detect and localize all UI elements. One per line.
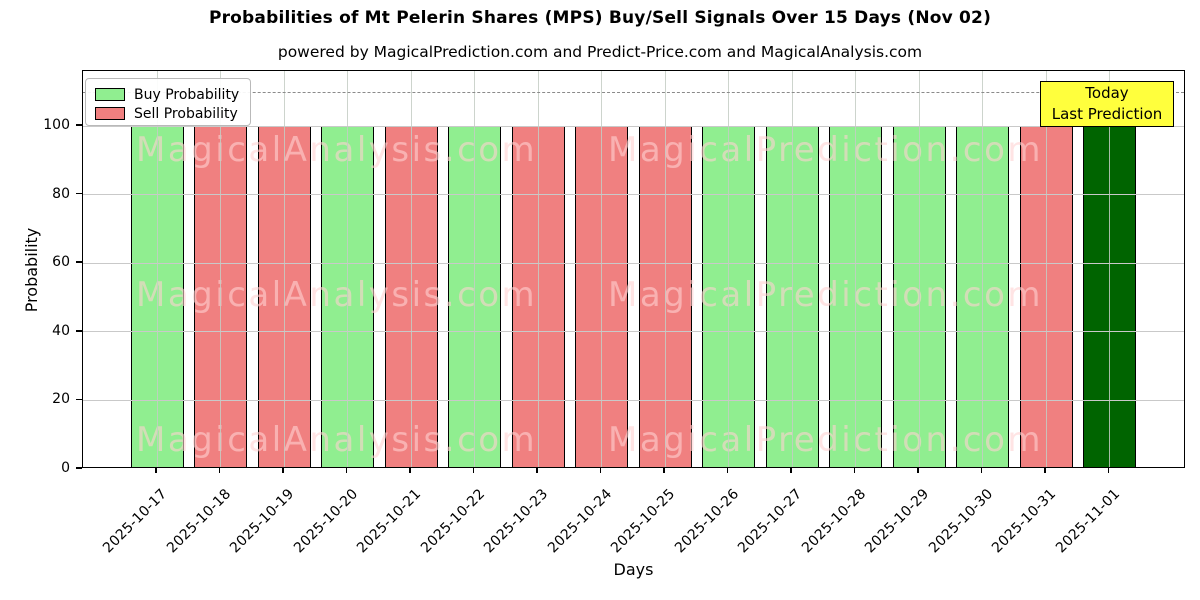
legend-label-buy: Buy Probability bbox=[134, 86, 240, 103]
v-gridline bbox=[474, 71, 475, 467]
x-tick bbox=[536, 468, 538, 473]
chart-subtitle: powered by MagicalPrediction.com and Pre… bbox=[277, 43, 923, 61]
v-gridline bbox=[918, 71, 920, 467]
h-gridline bbox=[83, 262, 1184, 264]
plot-area: MagicalAnalysis.com MagicalPrediction.com… bbox=[82, 70, 1185, 468]
x-tick bbox=[980, 468, 983, 473]
legend-entry-buy: Buy Probability bbox=[95, 85, 242, 104]
y-tick bbox=[76, 330, 82, 332]
h-gridline bbox=[83, 399, 1184, 401]
v-gridline bbox=[1045, 71, 1047, 467]
watermark-prediction: MagicalPrediction.com bbox=[608, 130, 1043, 170]
y-tick bbox=[76, 124, 82, 126]
x-tick bbox=[917, 468, 919, 473]
watermark-prediction: MagicalPrediction.com bbox=[608, 420, 1043, 460]
y-tick-label: 100 bbox=[43, 117, 70, 133]
v-gridline bbox=[220, 71, 221, 467]
v-gridline bbox=[982, 71, 983, 467]
v-gridline bbox=[537, 71, 539, 467]
h-gridline bbox=[83, 125, 1184, 127]
y-tick-label: 20 bbox=[52, 391, 70, 408]
x-tick bbox=[345, 468, 348, 473]
watermark-analysis: MagicalAnalysis.com bbox=[136, 420, 538, 460]
x-tick bbox=[155, 468, 157, 473]
h-gridline bbox=[83, 331, 1184, 333]
today-annotation-line1: Today bbox=[1085, 84, 1129, 102]
watermark-analysis: MagicalAnalysis.com bbox=[136, 130, 538, 170]
x-tick bbox=[790, 468, 792, 473]
x-tick bbox=[409, 468, 411, 473]
v-gridline bbox=[283, 71, 285, 467]
v-gridline bbox=[601, 71, 602, 467]
x-tick bbox=[1107, 468, 1110, 473]
legend: Buy Probability Sell Probability bbox=[85, 78, 251, 126]
y-tick bbox=[76, 398, 82, 401]
chart-title: Probabilities of Mt Pelerin Shares (MPS)… bbox=[208, 8, 992, 28]
x-tick bbox=[726, 468, 729, 473]
v-gridline bbox=[728, 71, 729, 467]
watermark-analysis: MagicalAnalysis.com bbox=[136, 275, 538, 315]
v-gridline bbox=[791, 71, 793, 467]
v-gridline bbox=[410, 71, 412, 467]
legend-entry-sell: Sell Probability bbox=[95, 104, 242, 123]
v-gridline bbox=[347, 71, 348, 467]
y-tick-label: 0 bbox=[61, 460, 70, 476]
x-tick bbox=[599, 468, 602, 473]
y-tick-label: 40 bbox=[52, 322, 70, 339]
x-tick bbox=[472, 468, 475, 473]
x-tick bbox=[218, 468, 221, 473]
x-tick bbox=[853, 468, 856, 473]
x-axis-title: Days bbox=[613, 560, 654, 579]
y-tick bbox=[76, 261, 82, 263]
v-gridline bbox=[1109, 71, 1110, 467]
v-gridline bbox=[664, 71, 666, 467]
y-tick-label: 60 bbox=[52, 254, 70, 271]
y-tick-label: 80 bbox=[52, 185, 70, 202]
x-tick bbox=[1044, 468, 1046, 473]
x-tick bbox=[282, 468, 284, 473]
sell-swatch-icon bbox=[95, 107, 125, 120]
v-gridline bbox=[855, 71, 856, 467]
today-annotation-line2: Last Prediction bbox=[1051, 105, 1163, 123]
v-gridline bbox=[156, 71, 158, 467]
h-gridline bbox=[83, 194, 1184, 196]
threshold-dashed-line bbox=[83, 91, 1184, 93]
buy-swatch-icon bbox=[95, 88, 125, 101]
y-tick bbox=[76, 467, 82, 469]
x-tick bbox=[663, 468, 665, 473]
watermark-prediction: MagicalPrediction.com bbox=[608, 275, 1043, 315]
y-tick bbox=[76, 192, 82, 195]
legend-label-sell: Sell Probability bbox=[134, 105, 238, 122]
today-annotation: Today Last Prediction bbox=[1040, 81, 1174, 127]
